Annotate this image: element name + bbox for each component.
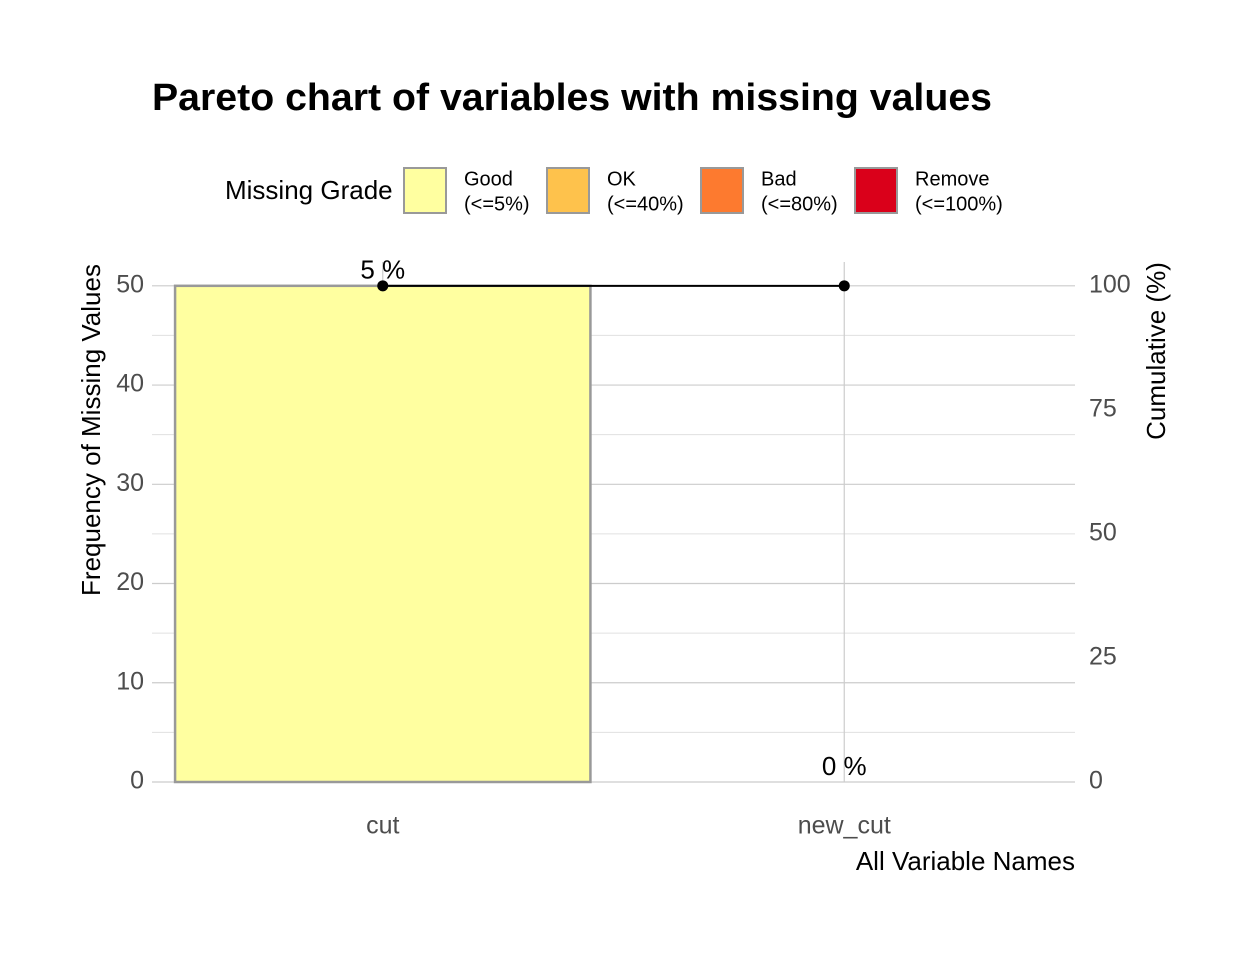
x-axis-title: All Variable Names <box>856 846 1075 876</box>
legend-label: Good <box>464 168 513 190</box>
y-axis-title: Frequency of Missing Values <box>76 264 106 596</box>
y2-tick-label: 0 <box>1089 767 1103 795</box>
legend-key <box>854 167 898 214</box>
cumulative-point <box>838 280 850 292</box>
y-tick-label: 40 <box>116 370 144 398</box>
y-tick-label: 50 <box>116 270 144 298</box>
y2-tick-label: 25 <box>1089 643 1117 671</box>
y-tick-label: 30 <box>116 469 144 497</box>
bar <box>173 284 592 784</box>
y-tick-label: 0 <box>130 767 144 795</box>
legend-label: OK <box>607 168 637 190</box>
y-tick-label: 20 <box>116 568 144 596</box>
x-tick-label: cut <box>366 812 399 840</box>
y2-axis-title: Cumulative (%) <box>1141 262 1171 440</box>
legend-label: (<=40%) <box>607 193 684 215</box>
legend-label: (<=100%) <box>915 193 1003 215</box>
y2-tick-label: 75 <box>1089 394 1117 422</box>
legend-label: (<=80%) <box>761 193 838 215</box>
cumulative-point <box>377 280 389 292</box>
legend-label: (<=5%) <box>464 193 530 215</box>
legend-label: Remove <box>915 168 989 190</box>
y2-tick-label: 100 <box>1089 270 1131 298</box>
legend-key <box>700 167 744 214</box>
legend-key <box>546 167 590 214</box>
legend-key <box>403 167 447 214</box>
y-tick-label: 10 <box>116 667 144 695</box>
bar-percent-label: 5 % <box>360 255 405 285</box>
legend-title: Missing Grade <box>225 175 393 205</box>
y2-tick-label: 50 <box>1089 519 1117 547</box>
chart-title: Pareto chart of variables with missing v… <box>152 77 992 119</box>
bar-percent-label: 0 % <box>822 751 867 781</box>
x-tick-label: new_cut <box>798 812 891 840</box>
legend-label: Bad <box>761 168 797 190</box>
